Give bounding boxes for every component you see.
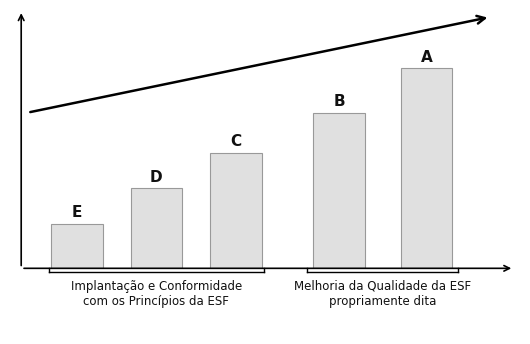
Text: C: C xyxy=(231,134,241,149)
Bar xyxy=(51,224,103,268)
Bar xyxy=(313,112,365,268)
Text: Melhoria da Qualidade da ESF
propriamente dita: Melhoria da Qualidade da ESF propriament… xyxy=(294,280,472,308)
Text: D: D xyxy=(150,170,163,185)
Text: B: B xyxy=(333,94,345,109)
Text: Implantação e Conformidade
com os Princípios da ESF: Implantação e Conformidade com os Princí… xyxy=(70,280,242,308)
Text: A: A xyxy=(421,50,432,65)
Bar xyxy=(130,188,182,268)
Bar xyxy=(210,153,262,268)
Text: E: E xyxy=(72,205,82,220)
Bar xyxy=(401,68,453,268)
